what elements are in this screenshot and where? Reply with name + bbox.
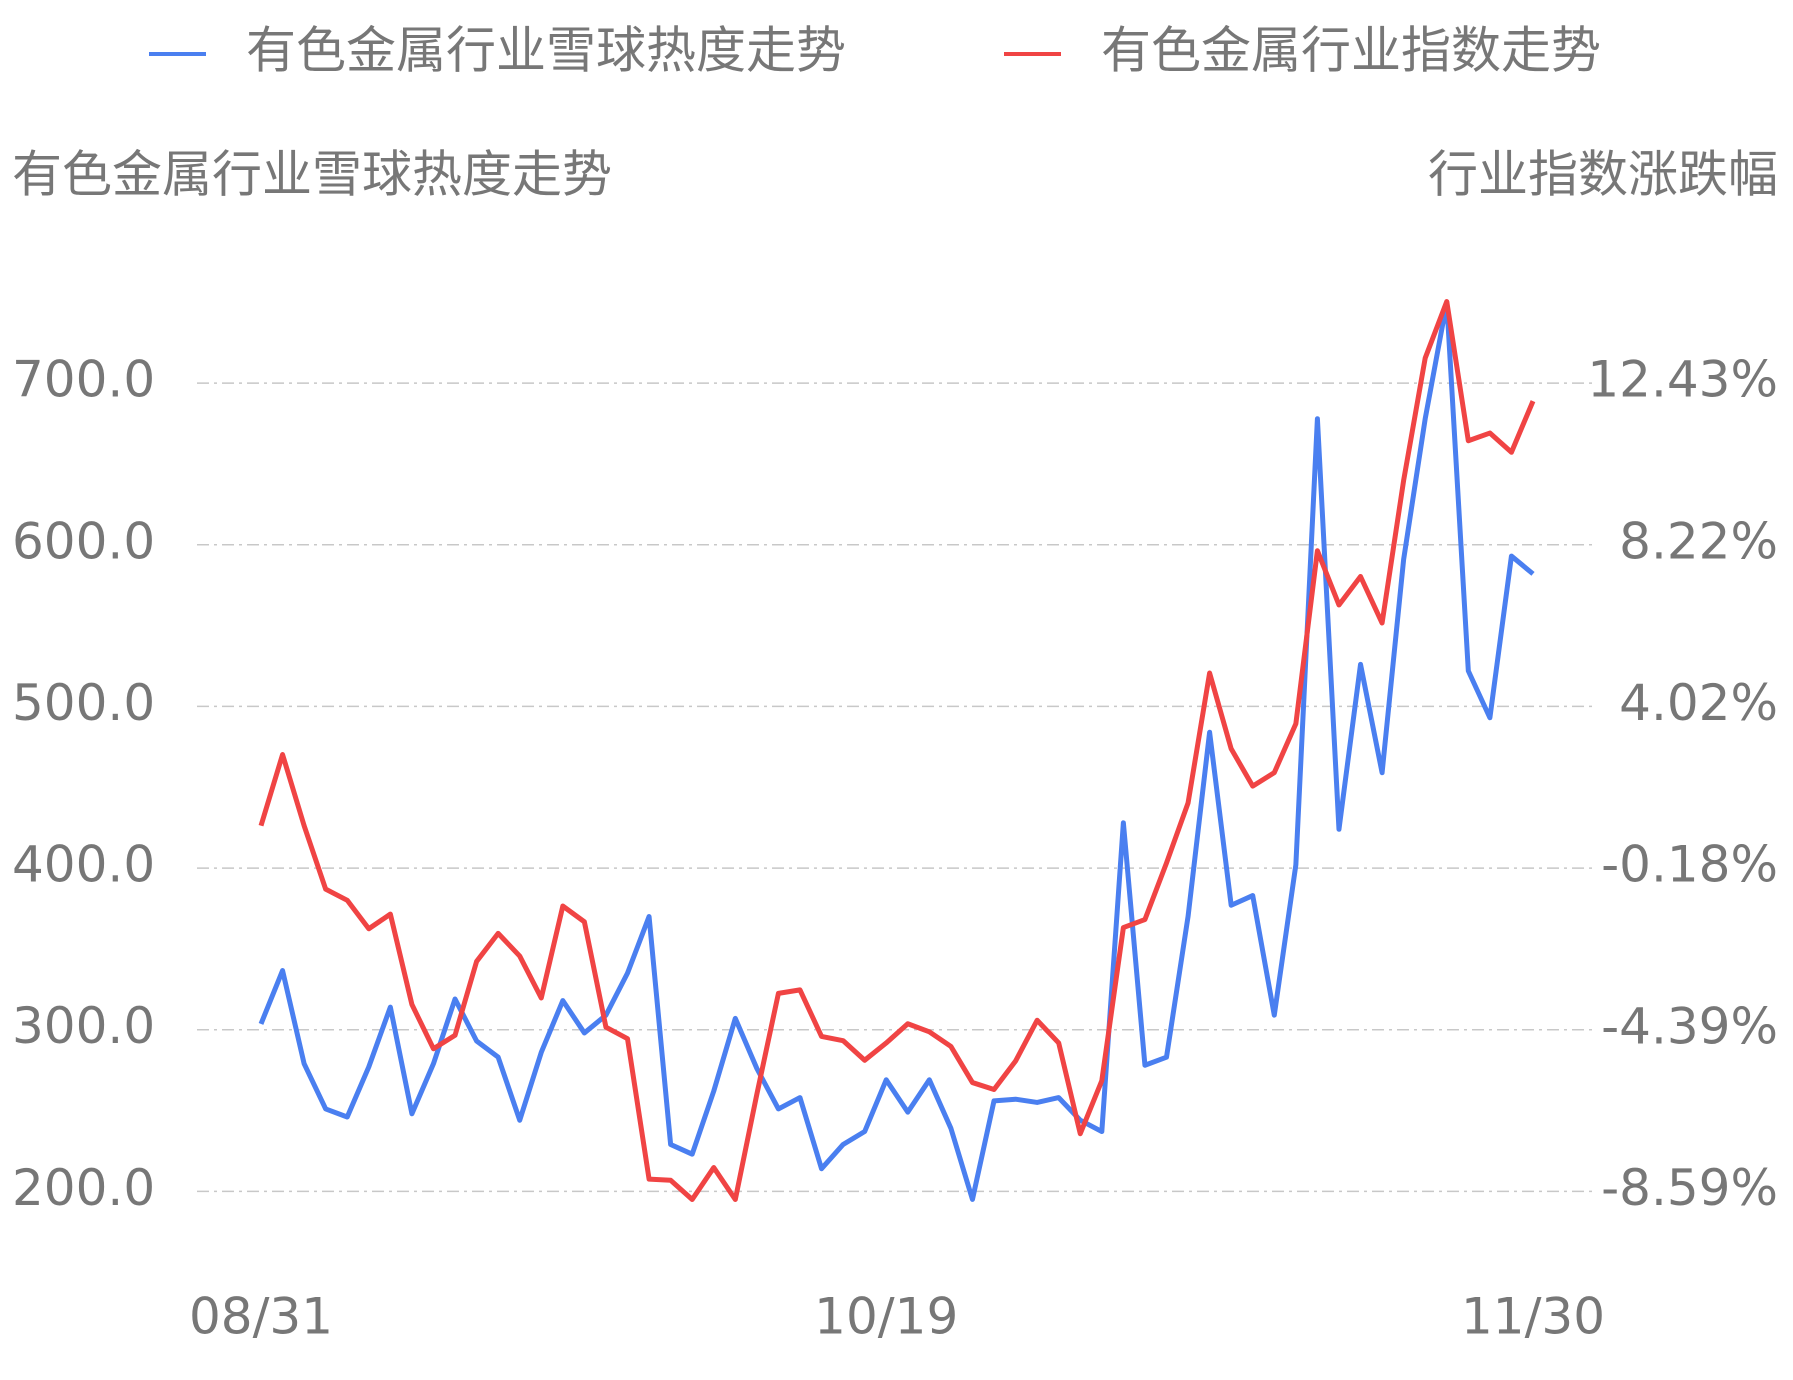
y-tick-label: 600.0 [12, 512, 155, 570]
y2-tick-label: -0.18% [1601, 835, 1778, 893]
line-series [258, 299, 1536, 1202]
legend-label: 有色金属行业指数走势 [1101, 22, 1601, 80]
y2-tick-label: 4.02% [1619, 674, 1778, 732]
y2-tick-label: -4.39% [1601, 997, 1778, 1055]
y-axis-title: 有色金属行业雪球热度走势 [12, 146, 612, 204]
y-tick-label: 200.0 [12, 1159, 155, 1217]
x-tick-label: 10/19 [814, 1288, 958, 1346]
y-tick-label: 500.0 [12, 674, 155, 732]
y2-axis-title: 行业指数涨跌幅 [1428, 146, 1778, 204]
y-tick-label: 400.0 [12, 836, 155, 894]
y2-tick-label: 8.22% [1619, 512, 1778, 570]
y-tick-label: 300.0 [12, 997, 155, 1055]
legend-label: 有色金属行业雪球热度走势 [246, 22, 846, 80]
x-tick-label: 11/30 [1461, 1288, 1605, 1346]
x-tick-label: 08/31 [189, 1288, 333, 1346]
y-tick-label: 700.0 [12, 351, 155, 409]
y2-tick-label: 12.43% [1587, 351, 1778, 409]
y2-tick-label: -8.59% [1601, 1159, 1778, 1217]
line-series [258, 299, 1535, 1202]
